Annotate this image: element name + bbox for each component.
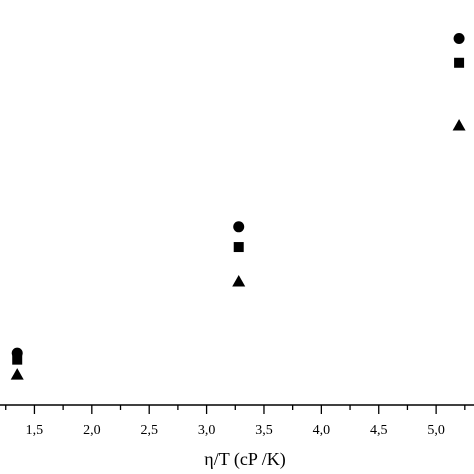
circle-marker bbox=[453, 32, 465, 44]
plot-area bbox=[10, 32, 466, 380]
triangle-marker bbox=[452, 119, 466, 131]
x-tick-label: 4,0 bbox=[313, 423, 331, 438]
x-tick-label: 2,0 bbox=[83, 423, 101, 438]
x-ticks: 1,5 2,0 2,5 3,0 3,5 4,0 4,5 5,0 bbox=[5, 405, 466, 438]
x-tick-label: 5,0 bbox=[427, 423, 445, 438]
x-axis: 1,5 2,0 2,5 3,0 3,5 4,0 4,5 5,0 bbox=[0, 404, 474, 438]
triangle-marker bbox=[232, 274, 246, 287]
x-tick-label: 4,5 bbox=[370, 423, 388, 438]
data-markers bbox=[10, 32, 466, 380]
x-tick-label: 3,5 bbox=[255, 423, 273, 438]
square-marker bbox=[233, 242, 244, 253]
x-axis-title: η/T (cP /K) bbox=[204, 449, 285, 470]
x-tick-label: 2,5 bbox=[140, 423, 158, 438]
x-tick-label: 3,0 bbox=[198, 423, 216, 438]
square-marker bbox=[12, 354, 23, 365]
x-tick-label: 1,5 bbox=[26, 423, 44, 438]
circle-marker bbox=[233, 221, 245, 233]
square-marker bbox=[454, 57, 465, 68]
triangle-marker bbox=[10, 368, 24, 380]
